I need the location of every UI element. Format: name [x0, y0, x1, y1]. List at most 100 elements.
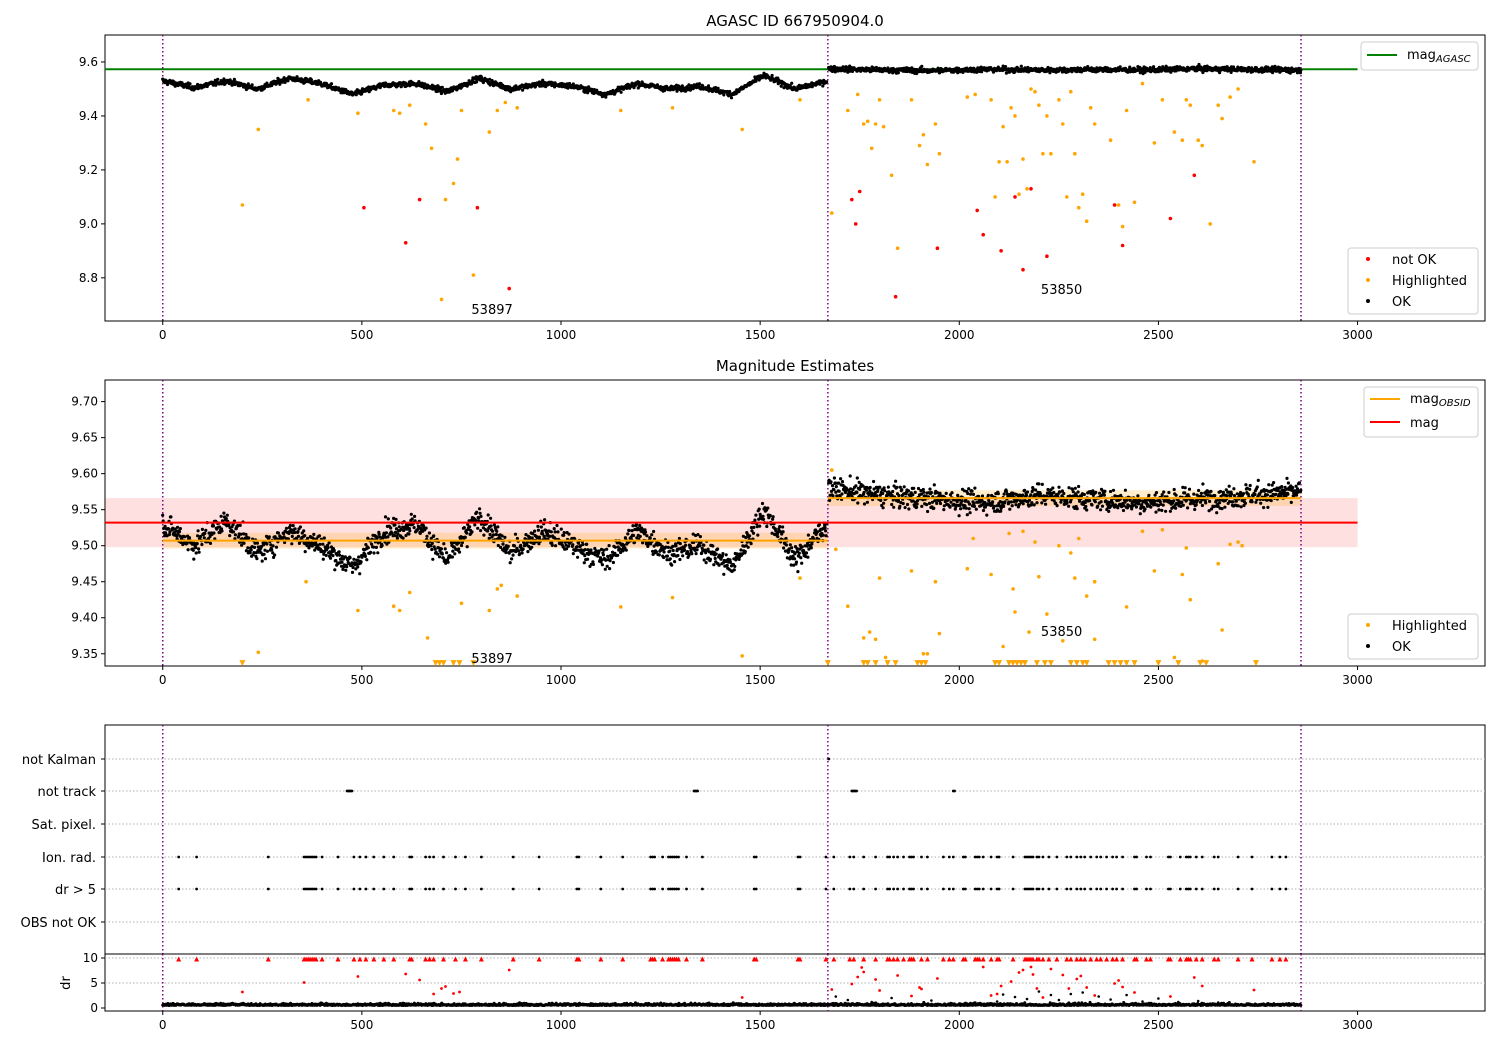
ok-point [555, 524, 558, 527]
ok-point [992, 505, 995, 508]
ok-point [985, 514, 988, 517]
highlighted-point [1085, 594, 1089, 598]
ok-point [495, 533, 498, 536]
ok-point [644, 531, 647, 534]
highlighted-point [934, 122, 938, 126]
highlighted-point [398, 609, 402, 613]
ok-point [831, 484, 834, 487]
ok-point [676, 554, 679, 557]
highlighted-point [846, 604, 850, 608]
ok-point [841, 65, 844, 68]
highlighted-point [918, 144, 922, 148]
ok-point [987, 494, 990, 497]
ok-point [687, 554, 690, 557]
ok-point [413, 515, 416, 518]
ok-point [1003, 493, 1006, 496]
ok-point [1044, 503, 1047, 506]
ok-point [228, 534, 231, 537]
ok-point [583, 561, 586, 564]
ok-point [1298, 481, 1301, 484]
highlighted-point [884, 656, 888, 660]
ok-point [1270, 499, 1273, 502]
ok-point [666, 555, 669, 558]
ok-point [684, 544, 687, 547]
ok-point [790, 82, 793, 85]
ok-point [744, 550, 747, 553]
ok-point [503, 536, 506, 539]
ok-point [513, 544, 516, 547]
ok-point [1025, 494, 1028, 497]
ok-point [620, 91, 623, 94]
ok-point [1232, 487, 1235, 490]
ok-point [411, 517, 414, 520]
ok-point [960, 499, 963, 502]
highlighted-point [392, 109, 396, 113]
ok-point [833, 476, 836, 479]
ok-point [1008, 508, 1011, 511]
ok-point [900, 488, 903, 491]
ok-point [907, 489, 910, 492]
highlighted-point [846, 109, 850, 113]
ok-point [938, 492, 941, 495]
ok-point [328, 541, 331, 544]
highlighted-point [1007, 532, 1011, 536]
ok-point [376, 535, 379, 538]
ok-point [703, 558, 706, 561]
ok-point [878, 486, 881, 489]
ok-point [625, 549, 628, 552]
highlighted-point [1185, 98, 1189, 102]
ok-point [997, 492, 1000, 495]
ok-point [602, 549, 605, 552]
ok-point [550, 530, 553, 533]
ok-point [431, 558, 434, 561]
ok-point [458, 551, 461, 554]
ok-point [196, 542, 199, 545]
ok-point [1149, 506, 1152, 509]
highlighted-out-of-range-marker [865, 660, 871, 666]
highlighted-point [1037, 575, 1041, 579]
ok-point [832, 488, 835, 491]
ok-point [935, 502, 938, 505]
highlighted-point [488, 609, 492, 613]
ok-point [1094, 500, 1097, 503]
not-ok-point [1045, 254, 1049, 258]
ok-point [969, 511, 972, 514]
ok-point [537, 529, 540, 532]
highlighted-point [500, 584, 504, 588]
ok-point [1272, 481, 1275, 484]
ok-point [233, 78, 236, 81]
ok-point [1029, 493, 1032, 496]
ok-point [294, 527, 297, 530]
ok-point [1041, 483, 1044, 486]
ok-point [548, 535, 551, 538]
ok-point [1099, 508, 1102, 511]
legend-label: OK [1392, 295, 1411, 310]
ok-point [504, 551, 507, 554]
ok-point [1213, 494, 1216, 497]
ok-point [649, 536, 652, 539]
ok-point [1280, 485, 1283, 488]
ok-point [862, 491, 865, 494]
ok-point [1162, 504, 1165, 507]
highlighted-point [973, 93, 977, 97]
ok-point [726, 564, 729, 567]
highlighted-point [1021, 530, 1025, 534]
ok-point [318, 543, 321, 546]
highlighted-point [1061, 122, 1065, 126]
ok-point [781, 525, 784, 528]
ok-point [1286, 493, 1289, 496]
ok-point [987, 499, 990, 502]
ok-point [1201, 482, 1204, 485]
ok-point [194, 546, 197, 549]
ok-point [662, 556, 665, 559]
ok-point [169, 515, 172, 518]
ok-point [376, 551, 379, 554]
highlighted-point [1196, 138, 1200, 142]
highlighted-point [1057, 544, 1061, 548]
highlighted-point [1001, 645, 1005, 649]
ok-point [601, 563, 604, 566]
ok-point [752, 532, 755, 535]
ok-point [1149, 66, 1152, 69]
not-ok-point [975, 209, 979, 213]
ok-point [372, 551, 375, 554]
